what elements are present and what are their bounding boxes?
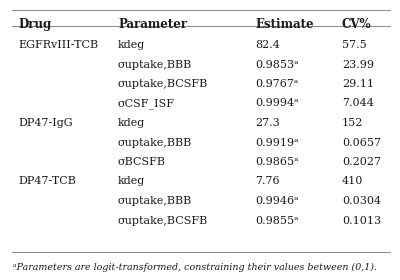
Text: 0.9865ᵃ: 0.9865ᵃ xyxy=(255,157,298,167)
Text: 7.76: 7.76 xyxy=(255,176,280,186)
Text: 0.9946ᵃ: 0.9946ᵃ xyxy=(255,196,298,206)
Text: DP47-TCB: DP47-TCB xyxy=(18,176,76,186)
Text: 152: 152 xyxy=(342,118,363,128)
Text: 7.044: 7.044 xyxy=(342,99,374,109)
Text: σuptake,BBB: σuptake,BBB xyxy=(118,196,192,206)
Text: 23.99: 23.99 xyxy=(342,60,374,69)
Text: kdeg: kdeg xyxy=(118,40,145,50)
Text: σBCSFB: σBCSFB xyxy=(118,157,166,167)
Text: 29.11: 29.11 xyxy=(342,79,374,89)
Text: ᵃParameters are logit-transformed, constraining their values between (0,1).: ᵃParameters are logit-transformed, const… xyxy=(13,263,377,272)
Text: EGFRvIII-TCB: EGFRvIII-TCB xyxy=(18,40,98,50)
Text: kdeg: kdeg xyxy=(118,118,145,128)
Text: Drug: Drug xyxy=(18,18,51,31)
Text: 0.9853ᵃ: 0.9853ᵃ xyxy=(255,60,298,69)
Text: 410: 410 xyxy=(342,176,363,186)
Text: σuptake,BCSFB: σuptake,BCSFB xyxy=(118,79,208,89)
Text: 0.9919ᵃ: 0.9919ᵃ xyxy=(255,137,298,148)
Text: 27.3: 27.3 xyxy=(255,118,280,128)
Text: 0.2027: 0.2027 xyxy=(342,157,381,167)
Text: DP47-IgG: DP47-IgG xyxy=(18,118,73,128)
Text: 0.9767ᵃ: 0.9767ᵃ xyxy=(255,79,298,89)
Text: σuptake,BCSFB: σuptake,BCSFB xyxy=(118,216,208,225)
Text: Estimate: Estimate xyxy=(255,18,314,31)
Text: Parameter: Parameter xyxy=(118,18,187,31)
Text: 0.0304: 0.0304 xyxy=(342,196,381,206)
Text: 0.1013: 0.1013 xyxy=(342,216,381,225)
Text: σuptake,BBB: σuptake,BBB xyxy=(118,60,192,69)
Text: σCSF_ISF: σCSF_ISF xyxy=(118,99,175,109)
Text: 0.9994ᵃ: 0.9994ᵃ xyxy=(255,99,298,109)
Text: CV%: CV% xyxy=(342,18,372,31)
Text: 57.5: 57.5 xyxy=(342,40,367,50)
Text: 0.0657: 0.0657 xyxy=(342,137,381,148)
Text: 0.9855ᵃ: 0.9855ᵃ xyxy=(255,216,298,225)
Text: kdeg: kdeg xyxy=(118,176,145,186)
Text: 82.4: 82.4 xyxy=(255,40,280,50)
Text: σuptake,BBB: σuptake,BBB xyxy=(118,137,192,148)
